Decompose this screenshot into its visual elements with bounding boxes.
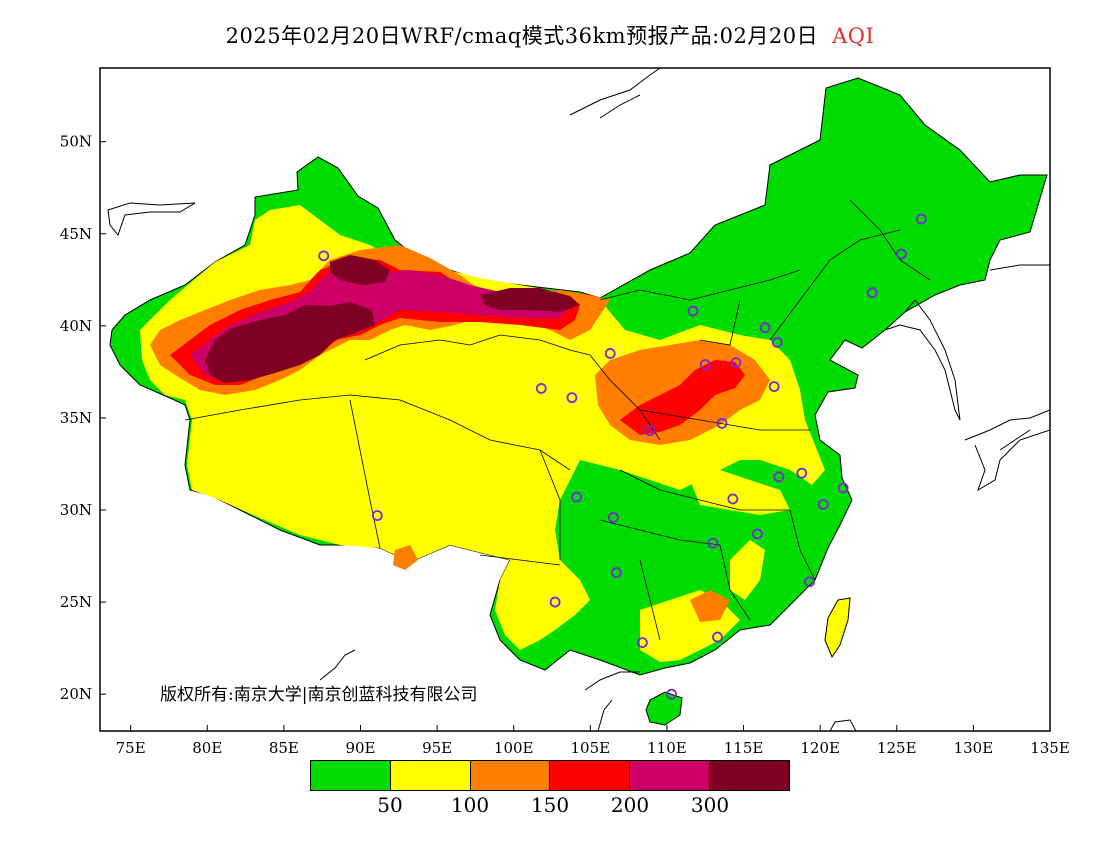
legend-label: 100 (450, 793, 490, 817)
station-marker (610, 567, 622, 579)
station-marker (768, 381, 780, 393)
usg-region-guangxi (690, 590, 730, 622)
lon-tick-label: 105E (571, 739, 611, 757)
legend-label: 300 (690, 793, 730, 817)
usg-region-tibet (393, 545, 418, 570)
map-frame (99, 67, 1051, 732)
station-marker (666, 688, 677, 700)
hazardous-region-tarim (205, 302, 375, 383)
station-marker (895, 248, 907, 260)
station-marker (571, 491, 582, 503)
station-marker (699, 359, 711, 370)
lon-tick-label: 115E (724, 739, 764, 757)
legend-swatch (630, 761, 711, 790)
lon-tick-label: 80E (192, 739, 222, 757)
aqi-color-legend (310, 760, 790, 791)
station-marker (604, 348, 616, 359)
hazardous-region-junggar (330, 255, 390, 285)
station-marker (796, 467, 808, 479)
station-marker (915, 213, 927, 225)
lon-tick-label: 120E (800, 739, 840, 757)
hazardous-region-gansu (480, 288, 580, 312)
station-marker (716, 418, 728, 429)
station-marker (817, 499, 829, 510)
station-marker (866, 287, 878, 299)
longitude-axis: 75E 80E 85E 90E 95E 100E 105E 110E 115E 120E 125E 1… (116, 725, 1070, 757)
station-marker (637, 637, 648, 648)
station-marker (712, 631, 723, 643)
station-marker (566, 392, 578, 404)
lon-tick-label: 110E (647, 739, 687, 757)
neighbor-coastlines (107, 68, 1050, 731)
station-marker (727, 493, 739, 505)
station-marker (751, 528, 763, 540)
legend-swatch (390, 761, 471, 790)
station-marker (318, 250, 330, 262)
taiwan-island (824, 597, 851, 659)
lon-tick-label: 90E (345, 739, 375, 757)
station-marker (644, 425, 656, 437)
station-marker (607, 511, 619, 523)
lat-tick-label: 25N (60, 593, 92, 611)
legend-label: 200 (610, 793, 650, 817)
legend-swatch (710, 761, 789, 790)
latitude-axis: 20N 25N 30N 35N 40N 45N 50N (60, 133, 106, 703)
station-marker (837, 482, 849, 494)
lat-tick-label: 20N (60, 685, 92, 703)
legend-label: 50 (377, 793, 403, 817)
legend-swatch (311, 761, 391, 790)
lat-tick-label: 50N (60, 133, 92, 151)
lon-tick-label: 130E (954, 739, 994, 757)
station-marker (549, 596, 561, 608)
station-marker (371, 510, 383, 521)
station-marker (773, 471, 785, 483)
lon-tick-label: 100E (494, 739, 534, 757)
lon-tick-label: 85E (269, 739, 299, 757)
map-title-text: 2025年02月20日WRF/cmaq模式36km预报产品:02月20日 (225, 24, 819, 48)
lon-tick-label: 95E (422, 739, 452, 757)
province-borders (184, 199, 931, 641)
station-marker (730, 357, 742, 369)
legend-swatch (550, 761, 631, 790)
station-marker (707, 537, 719, 549)
legend-label: 150 (530, 793, 570, 817)
station-marker (759, 322, 771, 334)
lat-tick-label: 40N (60, 317, 92, 335)
station-marker (771, 337, 783, 348)
station-marker (687, 305, 699, 317)
map-title-aqi: AQI (832, 24, 875, 48)
lat-tick-label: 35N (60, 409, 92, 427)
station-marker (804, 576, 815, 588)
legend-swatch (470, 761, 551, 790)
monitoring-stations (318, 213, 927, 700)
map-title: 2025年02月20日WRF/cmaq模式36km预报产品:02月20日 AQI (0, 20, 1100, 50)
moderate-region-jiangxi (730, 540, 765, 600)
lon-tick-label: 135E (1030, 739, 1070, 757)
unhealthy-region-north-china (620, 360, 745, 435)
lon-tick-label: 125E (877, 739, 917, 757)
lat-tick-label: 30N (60, 501, 92, 519)
lon-tick-label: 75E (116, 739, 146, 757)
copyright-text: 版权所有:南京大学|南京创蓝科技有限公司 (160, 685, 478, 705)
station-marker (535, 383, 547, 394)
lat-tick-label: 45N (60, 225, 92, 243)
